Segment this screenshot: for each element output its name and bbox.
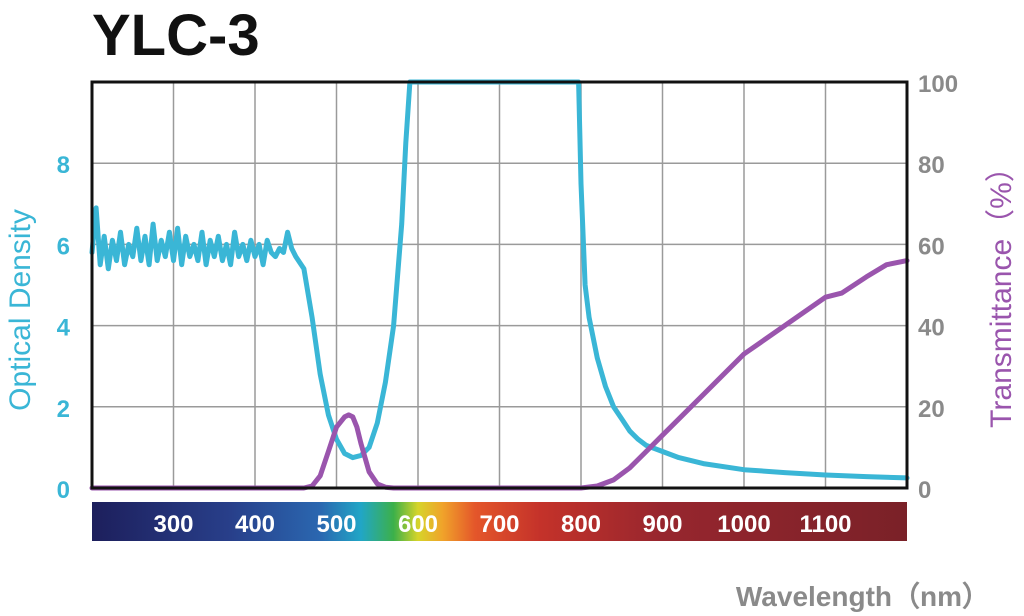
right-tick-label: 20: [918, 396, 945, 423]
x-axis-label: Wavelength（nm）: [736, 580, 990, 612]
x-tick-label: 1000: [717, 511, 770, 538]
left-tick-label: 6: [57, 233, 70, 260]
left-tick-label: 8: [57, 152, 70, 179]
x-tick-label: 500: [316, 511, 356, 538]
left-axis-label: Optical Density: [4, 209, 37, 411]
optical-density-line: [89, 79, 910, 481]
right-tick-label: 0: [918, 477, 931, 504]
grid: [92, 82, 907, 488]
x-tick-label: 900: [642, 511, 682, 538]
x-tick-label: 800: [561, 511, 601, 538]
left-axis-ticks: 0 2 4 6 8: [57, 152, 71, 504]
plot-frame: [90, 80, 909, 490]
spectrum-bar: [92, 502, 907, 541]
x-tick-label: 1100: [799, 511, 851, 538]
x-tick-label: 300: [153, 511, 193, 538]
right-tick-label: 100: [918, 71, 958, 98]
right-axis-label: Transmittance（%）: [985, 152, 1018, 428]
right-tick-label: 40: [918, 315, 945, 342]
right-tick-label: 60: [918, 233, 945, 260]
x-tick-label: 700: [479, 511, 519, 538]
x-axis-tick-labels: 300 400 500 600 700 800 900 1000 1100: [153, 511, 851, 538]
left-tick-label: 2: [57, 396, 70, 423]
right-axis-ticks: 0 20 40 60 80 100: [918, 71, 958, 504]
x-tick-label: 400: [235, 511, 275, 538]
left-tick-label: 4: [57, 315, 71, 342]
right-tick-label: 80: [918, 152, 945, 179]
left-tick-label: 0: [57, 477, 70, 504]
x-tick-label: 600: [398, 511, 438, 538]
chart-title: YLC-3: [92, 3, 260, 68]
